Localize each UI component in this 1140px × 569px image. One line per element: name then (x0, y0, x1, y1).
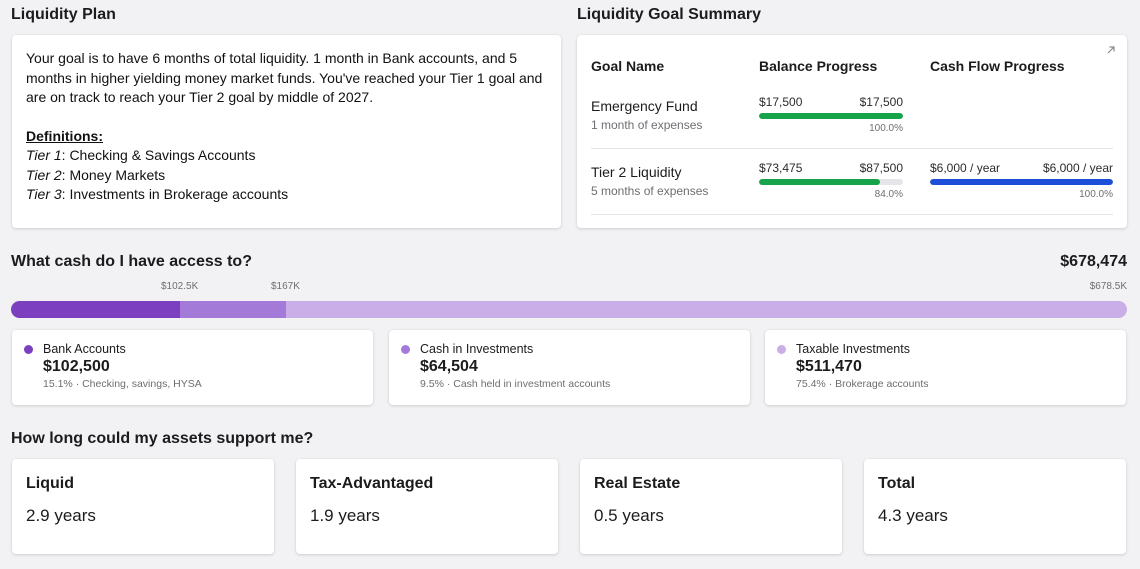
runway-title: How long could my assets support me? (11, 430, 314, 447)
runway-card-liquid[interactable]: Liquid 2.9 years (12, 459, 274, 554)
cashflow-current: $6,000 / year (930, 161, 1001, 175)
definition-item: Tier 2: Money Markets (26, 166, 547, 186)
goal-summary-title: Liquidity Goal Summary (577, 6, 762, 23)
account-name: Taxable Investments (796, 342, 910, 356)
balance-target: $17,500 (859, 95, 903, 109)
tick-label: $678.5K (1089, 281, 1127, 292)
liquidity-plan-card: Your goal is to have 6 months of total l… (12, 35, 561, 228)
cashflow-target: $6,000 / year (1042, 161, 1113, 175)
cashflow-progress-track (930, 179, 1113, 185)
account-card-taxable-investments[interactable]: Taxable Investments $511,470 75.4% · Bro… (765, 330, 1126, 405)
balance-progress: $73,475 $87,500 84.0% (759, 161, 903, 200)
liquidity-plan-title: Liquidity Plan (11, 6, 116, 23)
segment-taxable-investments[interactable] (285, 301, 1127, 318)
account-name: Cash in Investments (420, 342, 534, 356)
definition-text: : Checking & Savings Accounts (61, 147, 256, 163)
account-subtitle: 15.1% · Checking, savings, HYSA (43, 378, 202, 390)
definition-term: Tier 2 (26, 166, 62, 183)
definition-text: : Money Markets (61, 166, 166, 183)
definitions-heading: Definitions: (26, 127, 103, 144)
plan-paragraph: Your goal is to have 6 months of total l… (26, 50, 543, 105)
column-cashflow-progress: Cash Flow Progress (930, 58, 1065, 74)
runway-value: 2.9 years (26, 506, 96, 525)
cashflow-progress: $6,000 / year $6,000 / year 100.0% (930, 161, 1113, 200)
goal-subtitle: 1 month of expenses (591, 118, 703, 132)
cashflow-percent: 100.0% (1079, 189, 1113, 200)
goal-subtitle: 5 months of expenses (591, 184, 709, 198)
cashflow-progress-fill (930, 179, 1113, 185)
definition-term: Tier 1 (26, 147, 62, 163)
goal-row-emergency-fund[interactable]: Emergency Fund 1 month of expenses $17,5… (591, 83, 1113, 149)
runway-label: Liquid (26, 475, 74, 492)
balance-current: $73,475 (759, 161, 803, 175)
balance-progress-track (759, 113, 903, 119)
definition-item: Tier 1: Checking & Savings Accounts (26, 146, 547, 166)
balance-percent: 100.0% (869, 123, 903, 134)
segment-cash-in-investments[interactable] (179, 301, 286, 318)
balance-progress: $17,500 $17,500 100.0% (759, 95, 903, 134)
account-value: $64,504 (420, 358, 478, 375)
cash-access-title: What cash do I have access to? (11, 253, 252, 270)
runway-card-tax-advantaged[interactable]: Tax-Advantaged 1.9 years (296, 459, 558, 554)
runway-label: Total (878, 475, 916, 492)
runway-value: 4.3 years (878, 506, 948, 525)
runway-value: 0.5 years (594, 506, 664, 525)
balance-percent: 84.0% (874, 189, 903, 200)
definition-term: Tier 3 (26, 186, 62, 202)
runway-label: Tax-Advantaged (310, 475, 434, 492)
expand-arrow-icon[interactable] (1105, 44, 1117, 56)
column-balance-progress: Balance Progress (759, 58, 878, 74)
account-subtitle: 75.4% · Brokerage accounts (796, 378, 929, 390)
tick-label: $102.5K (161, 281, 199, 292)
runway-value: 1.9 years (310, 506, 380, 525)
goal-row-tier2-liquidity[interactable]: Tier 2 Liquidity 5 months of expenses $7… (591, 149, 1113, 215)
runway-card-total[interactable]: Total 4.3 years (864, 459, 1126, 554)
tick-label: $167K (271, 281, 300, 292)
legend-dot (401, 345, 410, 354)
segment-bank-accounts[interactable] (11, 301, 180, 318)
runway-card-real-estate[interactable]: Real Estate 0.5 years (580, 459, 842, 554)
account-card-cash-in-investments[interactable]: Cash in Investments $64,504 9.5% · Cash … (389, 330, 750, 405)
definition-item: Tier 3: Investments in Brokerage account… (26, 185, 547, 205)
balance-target: $87,500 (859, 161, 903, 175)
column-goal-name: Goal Name (591, 58, 665, 74)
goal-name: Emergency Fund (591, 98, 698, 114)
runway-label: Real Estate (594, 475, 681, 492)
balance-progress-fill (759, 179, 880, 185)
cash-stacked-bar (11, 301, 1127, 318)
balance-progress-track (759, 179, 903, 185)
cash-access-total: $678,474 (1060, 253, 1127, 270)
account-name: Bank Accounts (43, 342, 126, 356)
legend-dot (24, 345, 33, 354)
account-subtitle: 9.5% · Cash held in investment accounts (420, 378, 611, 390)
definition-text: : Investments in Brokerage accounts (61, 186, 289, 202)
balance-current: $17,500 (759, 95, 803, 109)
goal-summary-card: Goal Name Balance Progress Cash Flow Pro… (577, 35, 1127, 228)
account-value: $102,500 (43, 358, 110, 375)
account-value: $511,470 (796, 358, 862, 375)
account-card-bank-accounts[interactable]: Bank Accounts $102,500 15.1% · Checking,… (12, 330, 373, 405)
definitions: Definitions: Tier 1: Checking & Savings … (26, 127, 547, 205)
goal-name: Tier 2 Liquidity (591, 164, 682, 180)
legend-dot (777, 345, 786, 354)
balance-progress-fill (759, 113, 903, 119)
